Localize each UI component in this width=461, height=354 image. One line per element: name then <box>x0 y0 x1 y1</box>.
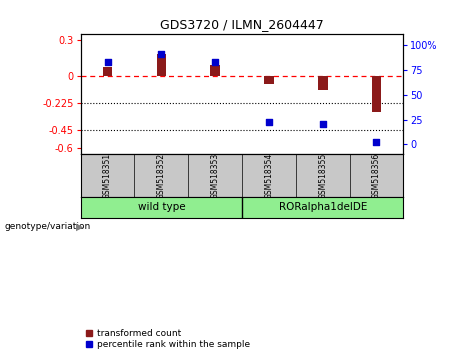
Point <box>373 139 380 145</box>
Bar <box>264 76 274 84</box>
Text: ▶: ▶ <box>76 222 83 232</box>
Bar <box>156 53 166 76</box>
Text: GSM518355: GSM518355 <box>318 153 327 199</box>
Bar <box>103 67 112 76</box>
Text: genotype/variation: genotype/variation <box>5 222 91 231</box>
Point <box>265 120 272 125</box>
Bar <box>318 76 327 90</box>
Text: GSM518353: GSM518353 <box>211 153 219 199</box>
Text: GSM518351: GSM518351 <box>103 153 112 199</box>
Text: GSM518356: GSM518356 <box>372 153 381 199</box>
Point <box>319 122 326 127</box>
Text: wild type: wild type <box>137 202 185 212</box>
Point <box>158 52 165 57</box>
Title: GDS3720 / ILMN_2604447: GDS3720 / ILMN_2604447 <box>160 18 324 31</box>
Point <box>212 59 219 65</box>
Bar <box>372 76 381 112</box>
Text: GSM518354: GSM518354 <box>265 153 273 199</box>
Text: GSM518352: GSM518352 <box>157 153 166 199</box>
Text: RORalpha1delDE: RORalpha1delDE <box>278 202 367 212</box>
Point <box>104 59 111 65</box>
Bar <box>210 65 220 76</box>
Legend: transformed count, percentile rank within the sample: transformed count, percentile rank withi… <box>85 329 250 349</box>
